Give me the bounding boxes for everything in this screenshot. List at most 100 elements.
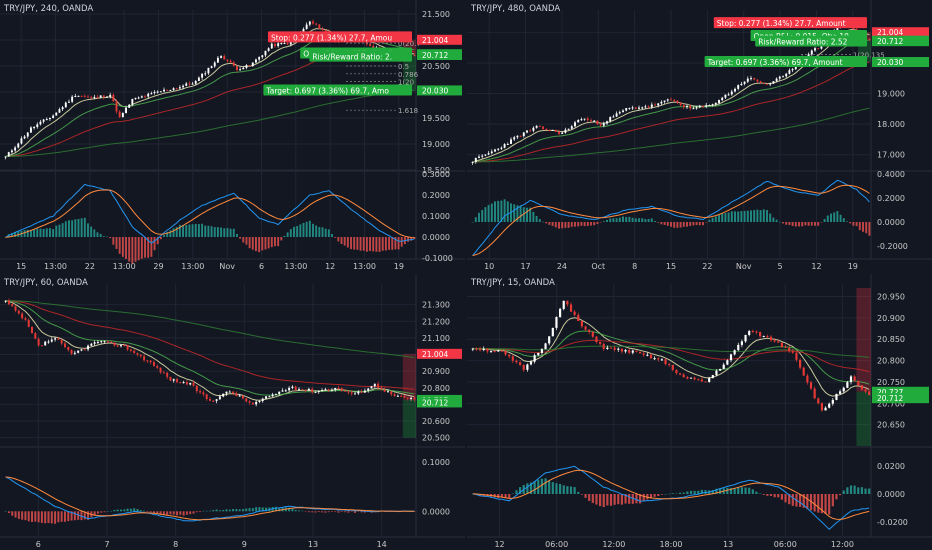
candle-body [868, 38, 871, 40]
candle-body [504, 350, 507, 355]
macd-histogram-bar [759, 493, 762, 495]
macd-histogram-bar [785, 222, 788, 225]
candle-body [824, 407, 827, 411]
macd-histogram-bar [58, 224, 61, 237]
macd-histogram-bar [544, 478, 547, 494]
chart-svg-480[interactable]: 21.00020.00019.00018.00017.000101724Oct8… [467, 0, 932, 272]
candle-body [210, 66, 213, 68]
macd-histogram-bar [116, 509, 119, 512]
candle-body [327, 389, 330, 391]
candle-body [291, 386, 294, 388]
macd-histogram-bar [689, 222, 692, 227]
candle-body [278, 391, 281, 395]
chart-pane-480[interactable]: 21.00020.00019.00018.00017.000101724Oct8… [467, 0, 932, 272]
candle-body [564, 129, 567, 133]
macd-histogram-bar [410, 237, 413, 241]
macd-histogram-bar [542, 221, 544, 223]
macd-histogram-bar [839, 494, 842, 496]
candle-body [131, 98, 134, 105]
candle-body [613, 347, 616, 350]
date-tick-label: 5 [778, 262, 783, 271]
macd-histogram-bar [55, 225, 58, 237]
macd-histogram-bar [413, 237, 416, 239]
chart-pane-15[interactable]: 20.950 20.900 20.850 20.800 20.750 20.700 20.6… [467, 274, 932, 550]
candle-body [535, 125, 538, 128]
macd-histogram-bar [660, 494, 663, 495]
candle-body [390, 391, 393, 395]
candle-body [577, 314, 580, 322]
chart-svg-60[interactable]: 21.30021.20021.10021.00020.90020.80020.7… [0, 274, 465, 550]
candle-body [199, 391, 202, 393]
macd-histogram-bar [566, 486, 569, 494]
candle-body [647, 106, 650, 108]
candle-body [321, 28, 324, 31]
candle-body [762, 82, 765, 84]
candle-body [403, 396, 406, 398]
candle-body [839, 391, 842, 394]
macd-histogram-bar [484, 207, 487, 222]
candle-body [529, 361, 533, 365]
candle-body [569, 304, 573, 312]
candle-body [782, 76, 784, 78]
candle-body [380, 387, 383, 390]
macd-histogram-bar [497, 494, 500, 499]
candle-body [149, 360, 152, 363]
macd-histogram-bar [697, 490, 700, 494]
candle-body [251, 62, 254, 67]
price-tick-label: 20.750 [877, 378, 905, 387]
candle-body [96, 341, 99, 343]
macd-histogram-bar [711, 489, 714, 494]
chart-svg-240[interactable]: 21.50021.00020.50020.00019.50019.00018.5… [0, 0, 465, 272]
macd-histogram-bar [855, 222, 858, 227]
macd-histogram-bar [695, 222, 698, 226]
macd-histogram-bar [153, 237, 156, 251]
candle-body [773, 340, 776, 342]
macd-histogram-bar [245, 237, 248, 245]
macd-histogram-bar [156, 237, 159, 245]
macd-histogram-bar [580, 222, 583, 226]
macd-histogram-bar [846, 487, 849, 494]
chart-svg-15[interactable]: 20.950 20.900 20.850 20.800 20.750 20.700 20.6… [467, 274, 932, 550]
macd-histogram-bar [497, 200, 500, 222]
candle-body [232, 62, 235, 66]
macd-histogram-bar [226, 228, 229, 237]
macd-histogram-bar [70, 511, 73, 521]
candle-body [711, 104, 714, 106]
candle-body [162, 372, 165, 374]
candle-body [220, 56, 223, 58]
candle-body [634, 107, 637, 109]
candle-body [806, 375, 809, 383]
candle-body [189, 382, 192, 385]
macd-histogram-bar [71, 220, 74, 237]
fib-level-label: 0.5 [398, 63, 409, 71]
candle-body [497, 148, 500, 150]
price-badge-bg [417, 34, 462, 45]
macd-histogram-bar [849, 222, 852, 224]
candle-body [37, 338, 40, 346]
macd-histogram-bar [315, 225, 318, 237]
candle-body [367, 388, 370, 391]
macd-histogram-bar [602, 221, 605, 222]
macd-histogram-bar [817, 494, 820, 513]
chart-pane-60[interactable]: 21.30021.20021.10021.00020.90020.80020.7… [0, 274, 465, 550]
macd-histogram-bar [199, 511, 202, 513]
macd-histogram-bar [751, 489, 754, 494]
candle-body [620, 348, 623, 352]
macd-histogram-bar [201, 223, 204, 237]
candle-body [641, 107, 644, 109]
macd-histogram-bar [83, 511, 86, 520]
macd-histogram-bar [61, 223, 64, 237]
macd-histogram-bar [519, 205, 522, 222]
macd-histogram-bar [350, 237, 352, 250]
macd-histogram-bar [750, 210, 752, 222]
candle-body [513, 137, 516, 140]
chart-pane-240[interactable]: 21.50021.00020.50020.00019.50019.00018.5… [0, 0, 465, 272]
macd-histogram-bar [804, 222, 807, 226]
candle-body [654, 104, 656, 106]
macd-histogram-bar [340, 511, 343, 512]
candle-body [238, 395, 241, 397]
candle-body [192, 382, 195, 386]
candle-body [314, 391, 317, 393]
macd-histogram-bar [189, 511, 192, 515]
